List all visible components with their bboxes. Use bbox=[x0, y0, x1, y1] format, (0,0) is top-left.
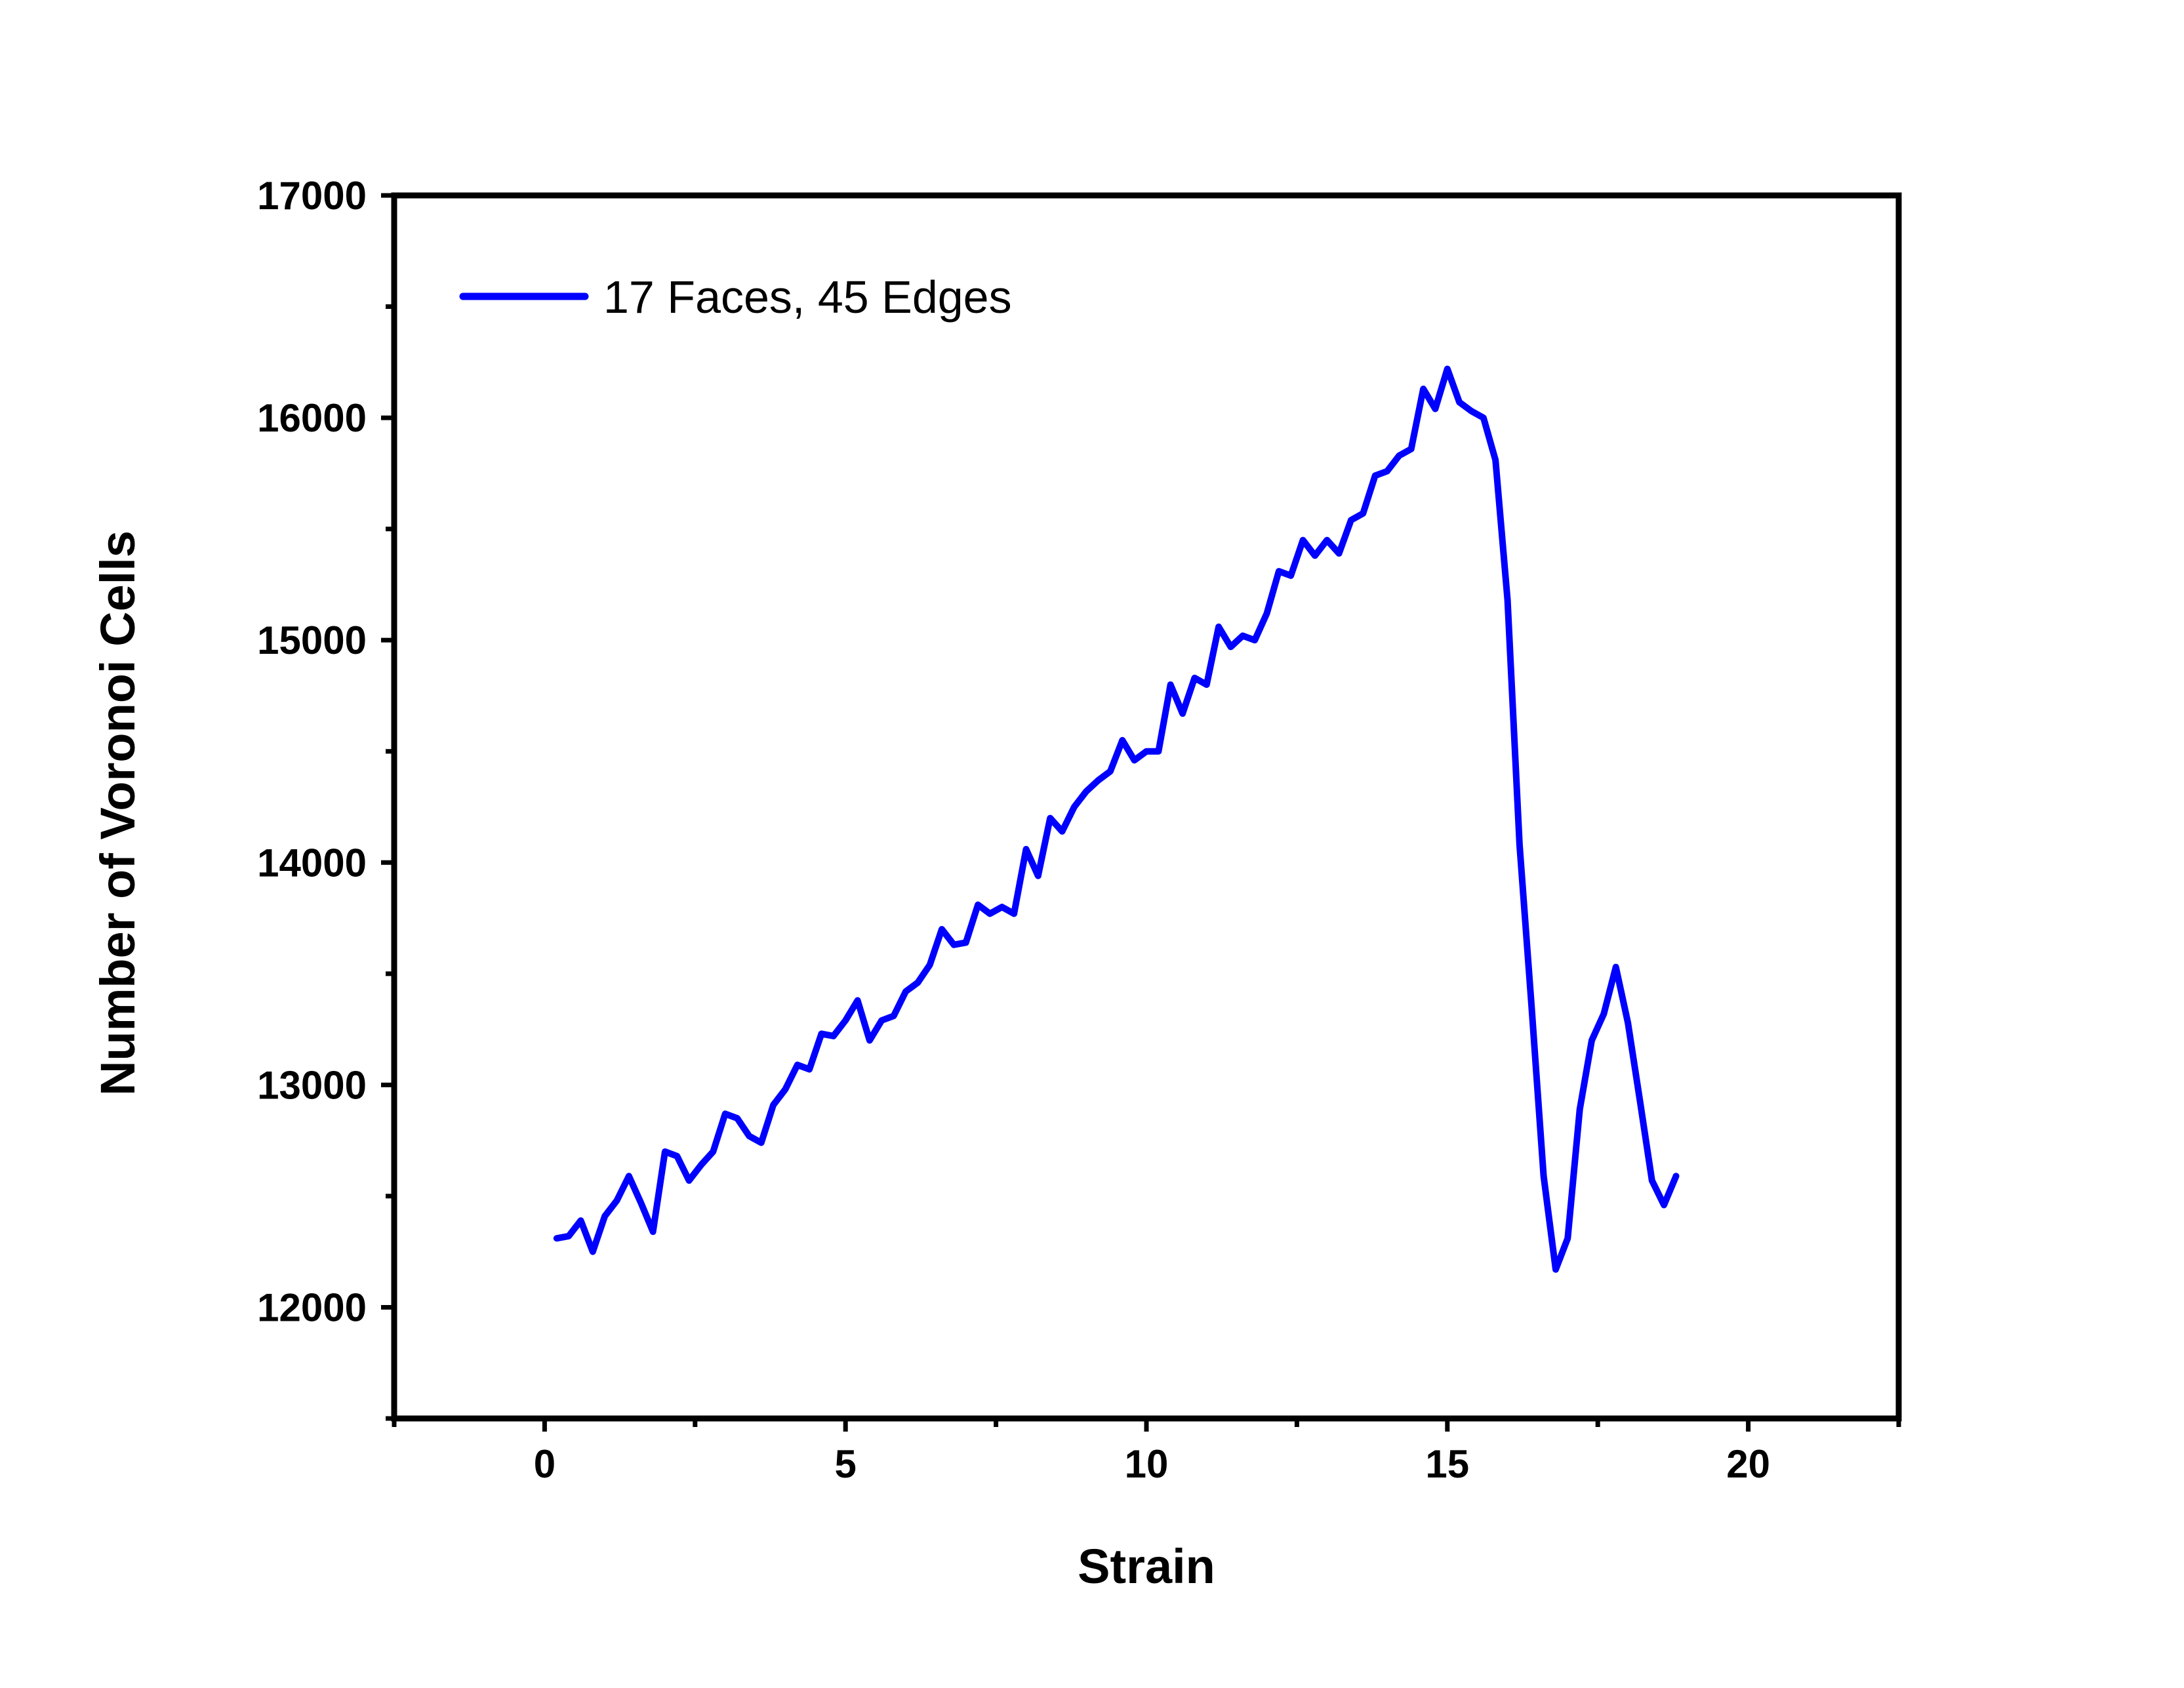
x-tick-label: 0 bbox=[534, 1442, 556, 1486]
y-tick-label: 17000 bbox=[257, 174, 367, 218]
x-axis-title: Strain bbox=[1078, 1539, 1215, 1594]
x-axis-ticks: 0 5 10 15 20 bbox=[392, 1418, 1901, 1486]
y-tick-label: 14000 bbox=[257, 841, 367, 885]
y-tick-label: 15000 bbox=[257, 618, 367, 662]
plot-frame bbox=[391, 192, 1902, 1422]
y-axis-title: Number of Voronoi Cells bbox=[91, 531, 145, 1096]
series-layer bbox=[553, 365, 1680, 1273]
x-tick-label: 10 bbox=[1125, 1442, 1169, 1486]
y-axis-ticks: 12000 13000 14000 15000 16000 17000 bbox=[257, 174, 394, 1421]
y-tick-label: 13000 bbox=[257, 1063, 367, 1107]
y-tick-label: 16000 bbox=[257, 396, 367, 440]
x-tick-label: 15 bbox=[1425, 1442, 1469, 1486]
legend-label: 17 Faces, 45 Edges bbox=[603, 271, 1012, 323]
series-line bbox=[553, 365, 1680, 1273]
y-tick-label: 12000 bbox=[257, 1285, 367, 1329]
x-tick-label: 5 bbox=[835, 1442, 857, 1486]
x-tick-label: 20 bbox=[1726, 1442, 1770, 1486]
legend: 17 Faces, 45 Edges bbox=[459, 271, 1012, 323]
